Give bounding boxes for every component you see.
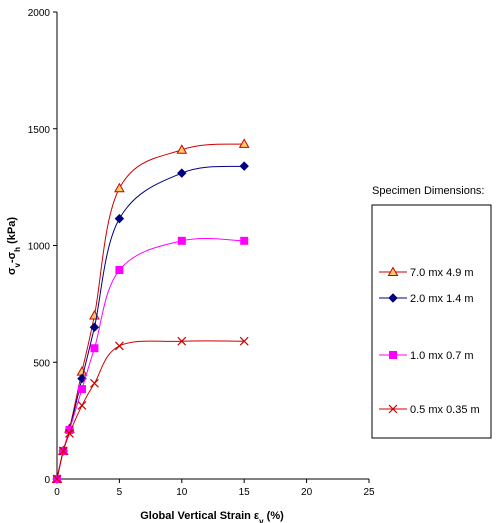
legend-label: 0.5 mx 0.35 m [410, 404, 480, 416]
legend-marker [388, 404, 398, 414]
data-point [177, 236, 186, 245]
legend-marker [389, 351, 397, 359]
plot-area [57, 12, 369, 479]
legend-label: 1.0 mx 0.7 m [410, 350, 474, 362]
legend-title: Specimen Dimensions: [372, 185, 485, 197]
y-tick-label: 1000 [28, 242, 51, 253]
data-point [239, 161, 249, 171]
legend-item: 0.5 mx 0.35 m [379, 404, 480, 416]
axes: 0 500 1000 1500 2000 0 5 10 15 20 25 [28, 8, 375, 498]
legend-marker [388, 293, 398, 303]
data-point [114, 341, 124, 351]
data-point [176, 144, 188, 154]
legend-label: 7.0 mx 4.9 m [410, 267, 474, 279]
data-point [77, 373, 87, 384]
y-tick-label: 2000 [28, 8, 51, 19]
y-tick-label: 0 [44, 475, 50, 486]
y-axis-title: σv-σh (kPa) [6, 217, 22, 275]
legend-item: 1.0 mx 0.7 m [379, 350, 474, 362]
x-tick-label: 25 [363, 487, 375, 498]
data-point [177, 168, 187, 178]
y-tick-label: 1500 [28, 125, 51, 136]
data-point [65, 429, 74, 438]
x-tick-label: 15 [239, 487, 251, 498]
data-point [114, 213, 125, 224]
data-point [90, 344, 99, 353]
series-layer [51, 138, 250, 484]
data-point [240, 236, 249, 245]
legend-item: 7.0 mx 4.9 m [379, 266, 474, 279]
data-point [77, 401, 87, 410]
x-axis-title: Global Vertical Strain εv (%) [140, 510, 284, 523]
x-tick-label: 10 [176, 487, 188, 498]
data-point [114, 182, 125, 193]
data-point [89, 322, 100, 332]
data-point [77, 385, 86, 394]
x-tick-label: 0 [54, 487, 60, 498]
data-point [177, 336, 187, 346]
data-point [58, 446, 68, 456]
data-point [238, 138, 250, 148]
data-point [115, 266, 124, 275]
y-tick-label: 500 [33, 358, 50, 369]
legend-marker [387, 266, 399, 276]
data-point [52, 474, 62, 484]
plot-background [57, 12, 369, 479]
legend: 7.0 mx 4.9 m 2.0 mx 1.4 m 1.0 mx 0.7 m 0.5 … [371, 204, 492, 439]
series-line [56, 340, 245, 480]
legend-label: 2.0 mx 1.4 m [410, 293, 474, 305]
series-4 [52, 336, 249, 484]
data-point [239, 336, 249, 346]
legend-item: 2.0 mx 1.4 m [379, 293, 474, 305]
x-tick-label: 5 [117, 487, 123, 498]
legend-box [371, 204, 492, 439]
x-tick-label: 20 [301, 487, 313, 498]
data-point [90, 378, 99, 388]
